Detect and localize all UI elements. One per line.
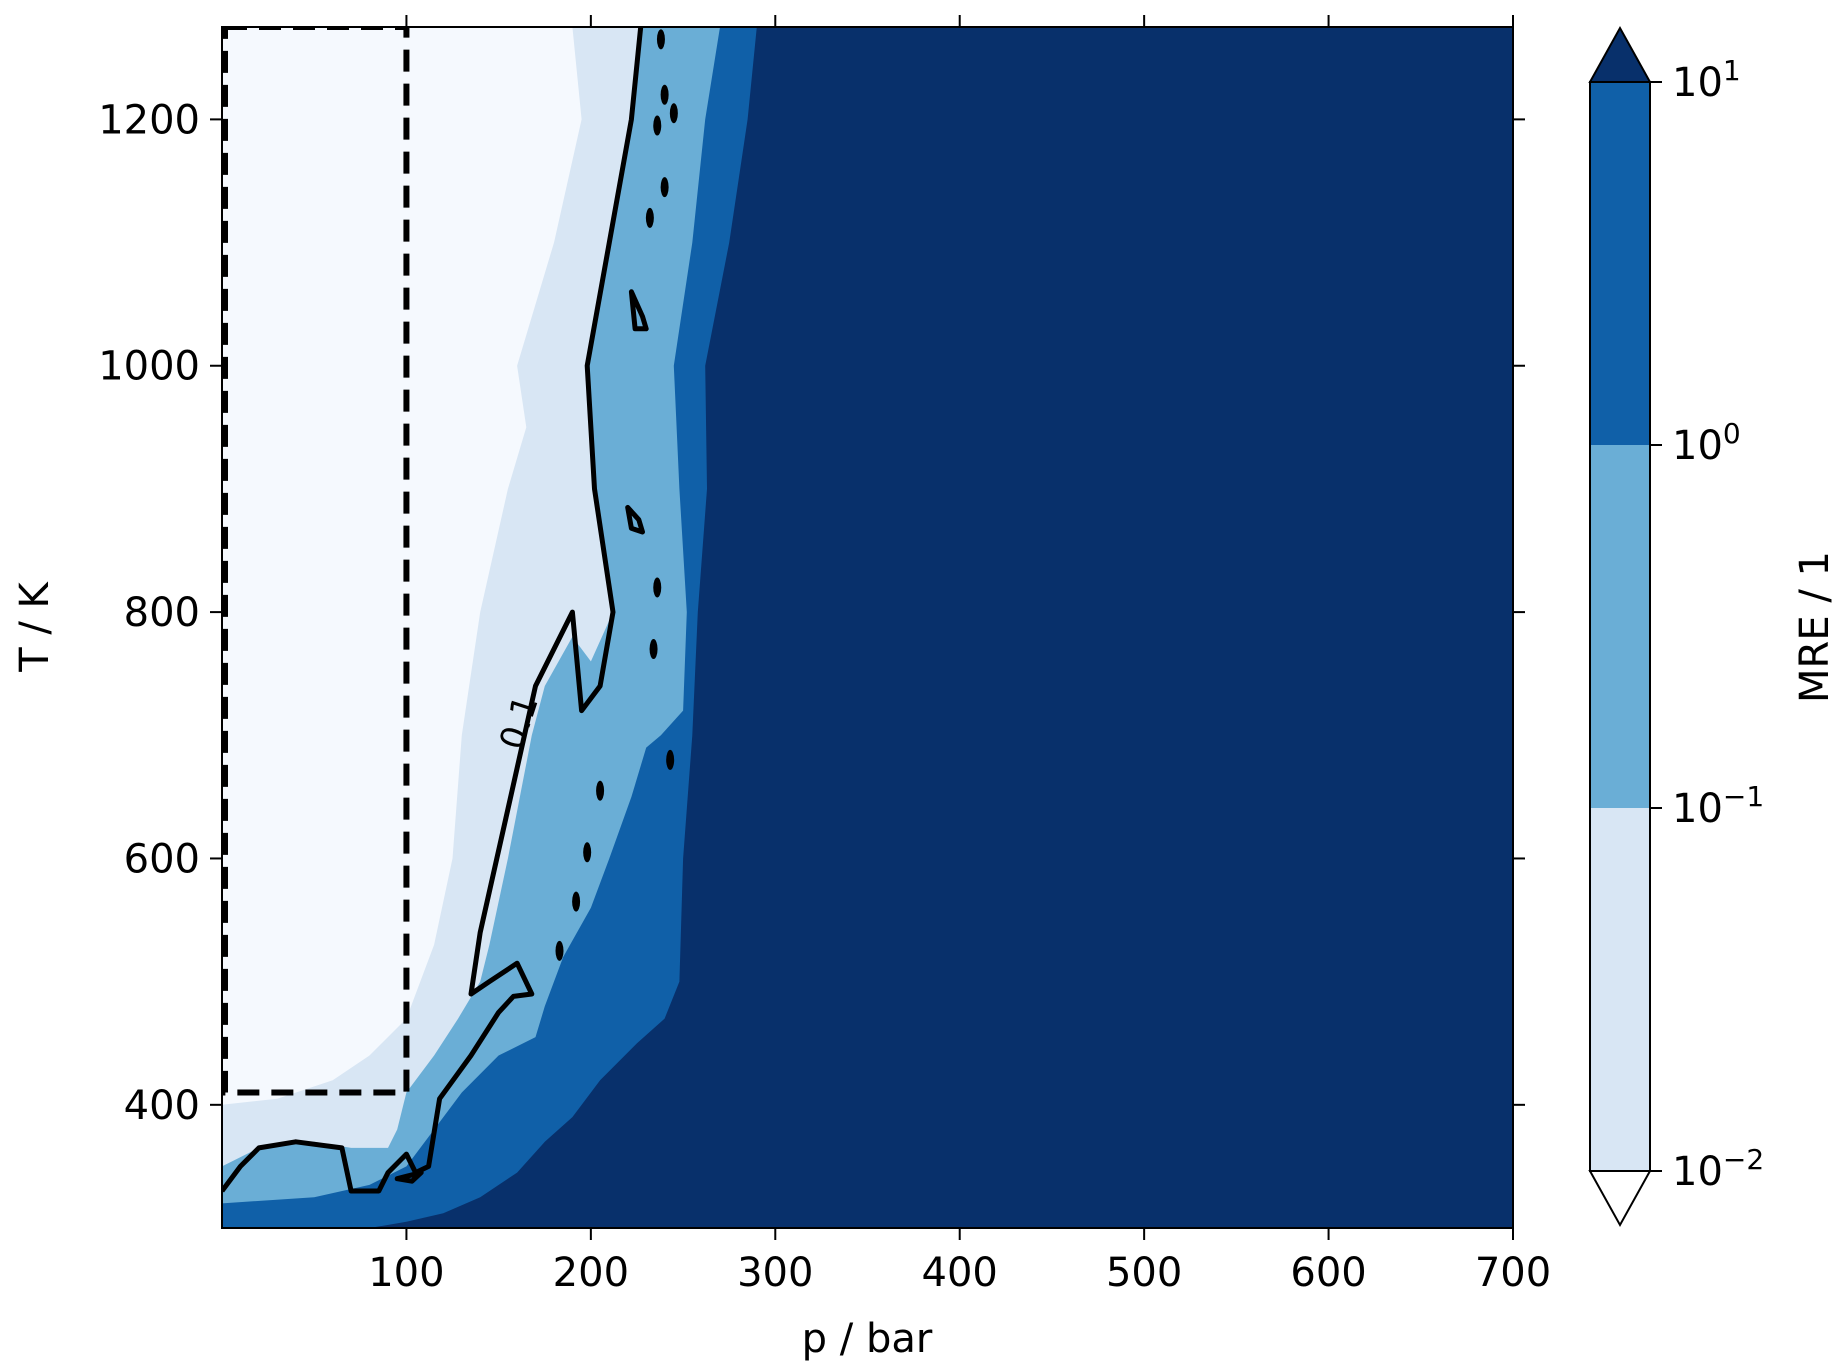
contour-line-island <box>625 504 645 535</box>
x-tick-label: 400 <box>922 1250 998 1296</box>
colorbar-tick-label: 10−2 <box>1672 1143 1764 1195</box>
colorbar-tick-exponent: −1 <box>1723 780 1764 813</box>
colorbar-tick-base: 10 <box>1672 423 1723 469</box>
x-tick-label: 300 <box>737 1250 813 1296</box>
contour-dot <box>656 29 665 50</box>
over-region <box>369 27 1513 1228</box>
contour-dot <box>583 842 592 863</box>
colorbar-tick-base: 10 <box>1672 1149 1723 1195</box>
colorbar-tick-base: 10 <box>1672 786 1723 832</box>
x-tick-label: 600 <box>1290 1250 1366 1296</box>
y-tick-label: 800 <box>124 590 200 636</box>
contour-dot <box>645 207 654 228</box>
x-tick-label: 100 <box>368 1250 444 1296</box>
contour-dot <box>653 115 662 136</box>
colorbar-extend-over <box>1588 25 1652 83</box>
y-tick-label: 400 <box>124 1083 200 1129</box>
colorbar-band-2 <box>1590 82 1650 445</box>
y-tick-label: 1000 <box>98 344 200 390</box>
y-tick-label: 1200 <box>98 97 200 143</box>
colorbar-tick-exponent: 0 <box>1723 417 1741 450</box>
contour-line-island <box>628 289 649 332</box>
plot-frame <box>221 26 1514 1229</box>
colorbar-label: MRE / 1 <box>1792 551 1838 703</box>
colorbar-tick-exponent: 1 <box>1723 54 1741 87</box>
colorbar-band-0 <box>1590 808 1650 1171</box>
contour-line-main <box>222 27 644 1194</box>
contour-line-island <box>394 1170 424 1184</box>
plot-area: 0.1 <box>222 27 1513 1228</box>
contour-dot <box>555 940 564 961</box>
x-tick-label: 700 <box>1475 1250 1551 1296</box>
y-axis: 400 600 800 1000 1200 <box>98 97 1525 1129</box>
y-tick-label: 600 <box>124 836 200 882</box>
validity-region <box>222 27 410 1096</box>
x-tick-label: 500 <box>1106 1250 1182 1296</box>
contour-dot <box>653 577 662 598</box>
colorbar-frame <box>1589 81 1651 1172</box>
contour-dot <box>669 103 678 124</box>
contour-dot <box>660 177 669 198</box>
contour-dot <box>572 891 581 912</box>
y-axis-label: T / K <box>12 580 58 672</box>
x-tick-label: 200 <box>553 1250 629 1296</box>
contour-dot <box>649 639 658 660</box>
colorbar-tick-label: 10−1 <box>1672 780 1764 832</box>
colorbar-band-1 <box>1590 445 1650 808</box>
contour-dot <box>596 780 605 801</box>
contour-dot <box>666 749 675 770</box>
colorbar-extend-under <box>1588 1170 1652 1228</box>
colorbar-tick-label: 101 <box>1672 54 1741 106</box>
colorbar-tick-base: 10 <box>1672 60 1723 106</box>
contour-dot <box>660 84 669 105</box>
colorbar-tick-exponent: −2 <box>1723 1143 1764 1176</box>
colorbar-tick-label: 100 <box>1672 417 1741 469</box>
x-axis: 100 200 300 400 500 600 700 <box>368 15 1551 1296</box>
x-axis-label: p / bar <box>802 1316 933 1362</box>
